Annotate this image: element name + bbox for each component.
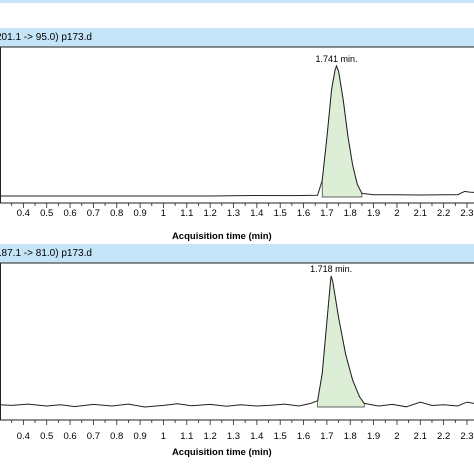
x-tick-label: 1.5	[274, 431, 287, 442]
x-axis-title: Acquisition time (min)	[172, 447, 272, 458]
x-tick-label: 2	[394, 208, 399, 219]
x-tick-label: 1.7	[320, 208, 333, 219]
x-tick-label: 0.8	[110, 431, 123, 442]
x-tick-label: 1.9	[367, 431, 380, 442]
x-tick-label: 0.5	[40, 208, 53, 219]
x-tick-label: 2.2	[437, 208, 450, 219]
x-tick-label: 2.3	[460, 431, 473, 442]
x-tick-label: 1.8	[344, 208, 357, 219]
x-tick-label: 1	[161, 431, 166, 442]
x-tick-label: 1.4	[250, 208, 263, 219]
x-tick-label: 1.5	[274, 208, 287, 219]
x-tick-label: 0.4	[17, 431, 30, 442]
peak-area	[317, 275, 365, 408]
x-tick-label: 0.6	[63, 208, 76, 219]
panel-1-title: 201.1 -> 95.0) p173.d	[0, 32, 92, 43]
chromatogram-trace	[0, 275, 474, 408]
panel-2-header: 187.1 -> 81.0) p173.d	[0, 244, 474, 263]
x-tick-label: 1.7	[320, 431, 333, 442]
x-tick-label: 1.3	[227, 431, 240, 442]
x-tick-label: 2.1	[414, 431, 427, 442]
x-tick-label: 1.8	[344, 431, 357, 442]
x-tick-label: 0.9	[133, 431, 146, 442]
peak-label: 1.741 min.	[315, 54, 357, 64]
x-tick-label: 1.6	[297, 431, 310, 442]
x-tick-label: 0.5	[40, 431, 53, 442]
x-tick-label: 2.3	[460, 208, 473, 219]
x-tick-label: 0.6	[63, 431, 76, 442]
x-tick-label: 1.3	[227, 208, 240, 219]
x-tick-label: 1.1	[180, 208, 193, 219]
x-tick-label: 2.1	[414, 208, 427, 219]
x-tick-label: 1.2	[204, 208, 217, 219]
x-tick-label: 2.2	[437, 431, 450, 442]
x-tick-label: 1.6	[297, 208, 310, 219]
panel-2-title: 187.1 -> 81.0) p173.d	[0, 248, 92, 259]
x-tick-label: 0.7	[87, 431, 100, 442]
x-tick-label: 1.9	[367, 208, 380, 219]
peak-label: 1.718 min.	[310, 264, 352, 274]
x-tick-label: 1.1	[180, 431, 193, 442]
chromatogram-trace	[0, 64, 474, 197]
panel-1-header: 201.1 -> 95.0) p173.d	[0, 28, 474, 47]
x-tick-label: 0.9	[133, 208, 146, 219]
x-axis-title: Acquisition time (min)	[172, 231, 272, 242]
x-tick-label: 1.2	[204, 431, 217, 442]
x-tick-label: 0.4	[17, 208, 30, 219]
x-tick-label: 1	[161, 208, 166, 219]
x-tick-label: 1.4	[250, 431, 263, 442]
x-tick-label: 0.8	[110, 208, 123, 219]
top-panel-header-edge	[0, 0, 474, 3]
x-tick-label: 2	[394, 431, 399, 442]
x-tick-label: 0.7	[87, 208, 100, 219]
